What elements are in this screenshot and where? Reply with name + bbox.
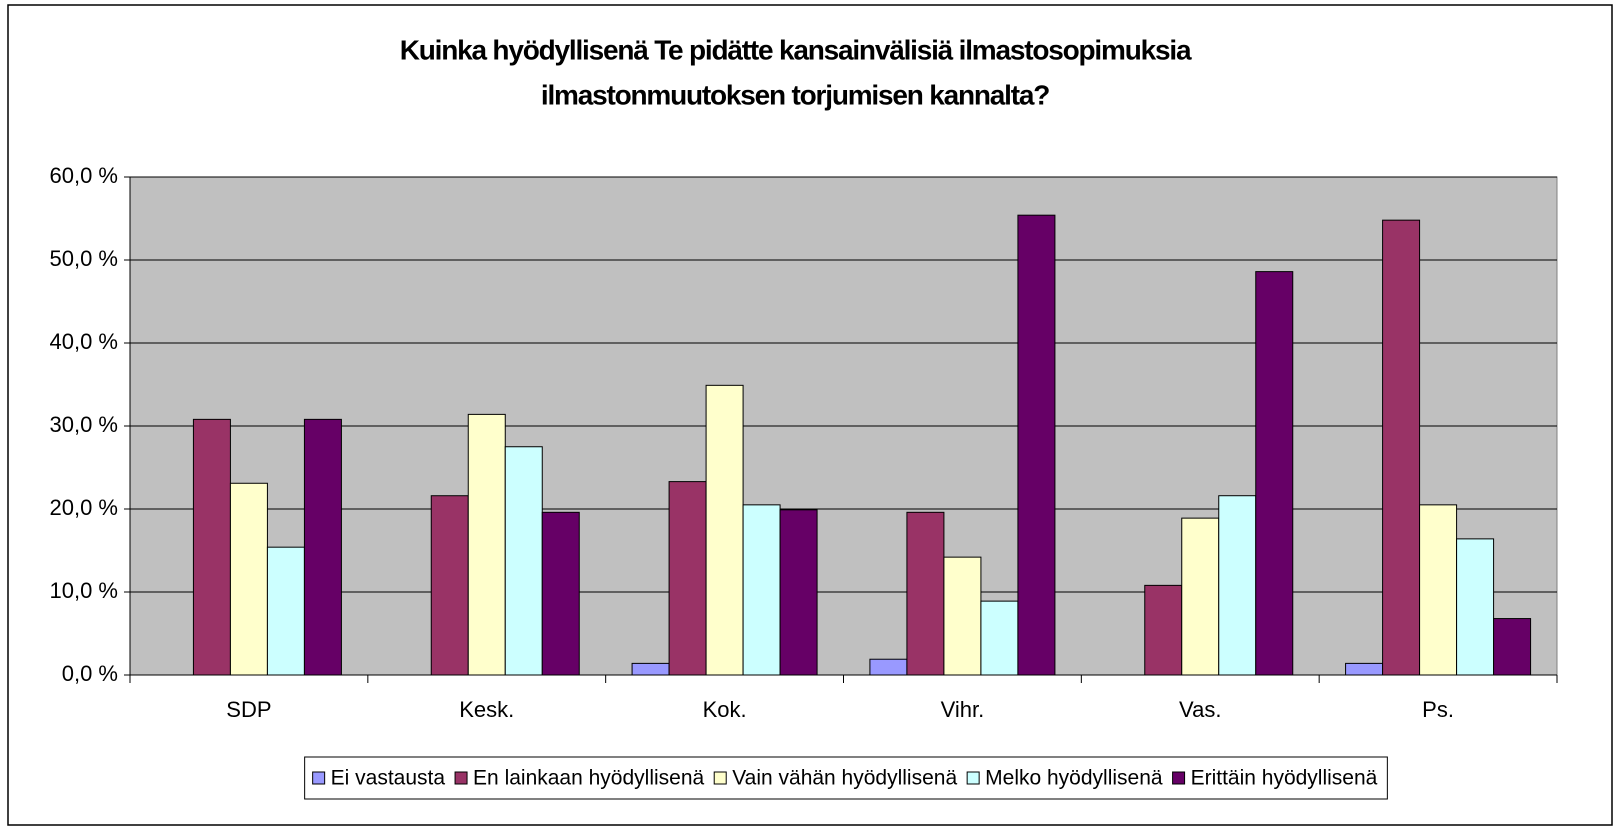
- x-tick-label: Vas.: [1179, 697, 1221, 722]
- y-tick-label: 10,0 %: [50, 578, 119, 603]
- chart-title: Kuinka hyödyllisenä Te pidätte kansainvä…: [400, 34, 1192, 65]
- legend-label: Vain vähän hyödyllisenä: [732, 767, 957, 790]
- bar: [906, 511, 945, 676]
- bar: [1493, 618, 1532, 676]
- bar: [668, 481, 707, 676]
- bar: [1144, 584, 1183, 676]
- bar: [1017, 214, 1056, 676]
- bar: [467, 413, 506, 676]
- x-tick-label: Vihr.: [941, 697, 985, 722]
- bar: [303, 418, 342, 676]
- y-tick-label: 40,0 %: [50, 329, 119, 354]
- legend-label: Erittäin hyödyllisenä: [1191, 767, 1378, 790]
- x-tick-label: SDP: [226, 697, 271, 722]
- y-tick-label: 60,0 %: [50, 163, 119, 188]
- bar: [192, 418, 231, 676]
- bar: [1345, 662, 1384, 676]
- y-tick-label: 0,0 %: [62, 661, 118, 686]
- bar: [980, 600, 1019, 676]
- bar: [541, 511, 580, 676]
- y-tick-label: 20,0 %: [50, 495, 119, 520]
- bar: [1181, 517, 1220, 676]
- chart-title: ilmastonmuutoksen torjumisen kannalta?: [541, 79, 1049, 110]
- bar: [1456, 538, 1495, 676]
- bar: [943, 556, 982, 676]
- y-tick-label: 30,0 %: [50, 412, 119, 437]
- legend-box: [304, 756, 1388, 800]
- x-tick-label: Kesk.: [459, 697, 514, 722]
- x-tick-label: Ps.: [1422, 697, 1454, 722]
- bar: [1218, 495, 1257, 676]
- bar: [229, 482, 268, 676]
- legend-swatch: [312, 771, 326, 785]
- x-tick-label: Kok.: [703, 697, 747, 722]
- bar: [631, 662, 670, 676]
- bar: [266, 546, 305, 676]
- bar: [1419, 504, 1458, 676]
- y-tick-label: 50,0 %: [50, 246, 119, 271]
- bar: [779, 509, 818, 676]
- bar: [430, 495, 469, 676]
- bar: [705, 384, 744, 676]
- bar: [504, 446, 543, 676]
- legend-swatch: [713, 771, 727, 785]
- legend-swatch: [454, 771, 468, 785]
- legend-label: En lainkaan hyödyllisenä: [473, 767, 704, 790]
- legend-swatch: [966, 771, 980, 785]
- bar: [742, 504, 781, 676]
- legend-swatch: [1172, 771, 1186, 785]
- legend-label: Melko hyödyllisenä: [985, 767, 1163, 790]
- bar: [1382, 219, 1421, 676]
- bar: [1255, 271, 1294, 676]
- legend-label: Ei vastausta: [331, 767, 446, 790]
- bar: [869, 658, 908, 676]
